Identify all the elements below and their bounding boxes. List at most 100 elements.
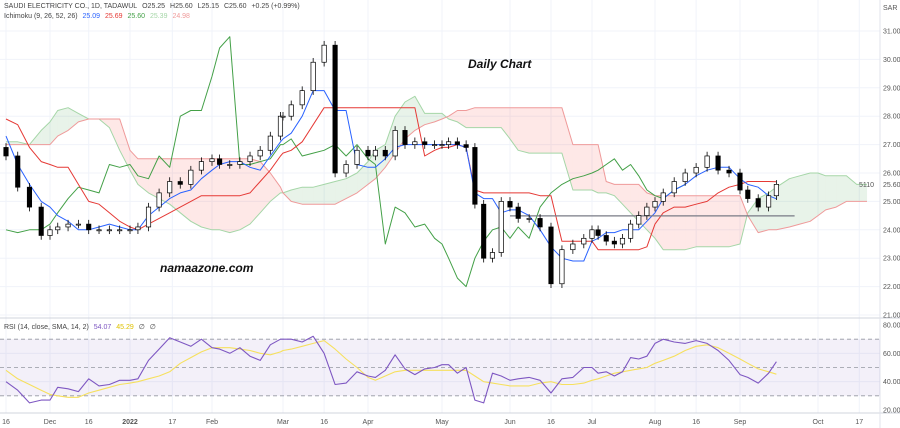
ohlc-open: O25.25 [142, 3, 166, 10]
span-b-value: 24.98 [172, 13, 190, 20]
price-tick-label: 26.00 [883, 171, 900, 178]
cloud-segment-bullish [825, 175, 837, 210]
price-tick-label: 23.00 [883, 256, 900, 263]
cloud-segment-bullish [357, 161, 368, 193]
cloud-segment-bearish [729, 195, 740, 247]
candle-up [628, 223, 634, 239]
candle-up [209, 158, 215, 162]
candle-down [755, 198, 761, 208]
cloud-segment-bearish [630, 184, 639, 222]
price-tick-label: 31.00 [883, 29, 900, 36]
cloud-segment-bearish [614, 184, 623, 205]
candle-up [619, 237, 626, 245]
candle-down [515, 206, 521, 219]
candle-up [321, 44, 327, 63]
cloud-segment-bearish [159, 158, 170, 205]
cloud-segment-bearish [483, 107, 493, 128]
cloud-segment-bullish [313, 184, 325, 205]
candle-up [704, 155, 710, 168]
last-price-label: 25.60 [883, 182, 900, 189]
candle-down [382, 149, 388, 157]
rsi-legend[interactable]: RSI (14, close, SMA, 14, 2) 54.07 45.29 … [4, 323, 159, 331]
candle-down [537, 218, 543, 228]
candle-up [127, 229, 133, 232]
cloud-segment-bearish [572, 144, 584, 191]
cloud-segment-bearish [137, 158, 149, 193]
candle-up [167, 181, 173, 194]
candle-down [507, 201, 513, 208]
symbol-legend: SAUDI ELECTRICITY CO., 1D, TADAWUL O25.2… [4, 3, 303, 10]
cloud-segment-bearish [740, 195, 748, 244]
candle-up [489, 252, 496, 259]
cloud-segment-bullish [836, 175, 847, 208]
countdown-label: 5110 [859, 182, 874, 189]
rsi-ma-line [5, 340, 777, 398]
rsi-label: RSI (14, close, SMA, 14, 2) [4, 324, 89, 331]
candle-down [3, 147, 9, 157]
price-tick-label: 24.00 [883, 227, 900, 234]
candle-up [644, 206, 650, 216]
candle-up [227, 164, 233, 166]
time-tick-label: 17 [855, 419, 863, 426]
cloud-segment-bearish [190, 158, 202, 227]
symbol-line: SAUDI ELECTRICITY CO., 1D, TADAWUL [4, 3, 138, 10]
price-tick-label: 27.00 [883, 142, 900, 149]
kijun-sen-line [5, 107, 777, 251]
time-tick-label: 16 [85, 419, 93, 426]
candle-up [343, 164, 349, 174]
candle-up [559, 249, 565, 285]
last-price-label-bg [881, 179, 900, 190]
candle-up [589, 229, 595, 239]
time-tick-label: 17 [168, 419, 176, 426]
candle-up [188, 169, 194, 185]
time-tick-label: Mar [277, 419, 290, 426]
ichimoku-label: Ichimoku (9, 26, 52, 26) [4, 13, 78, 20]
time-tick-label: Jul [588, 419, 597, 426]
chikou-value: 25.60 [127, 13, 145, 20]
cloud-segment-bullish [57, 107, 69, 137]
candle-down [745, 189, 751, 199]
candle-down [548, 226, 554, 285]
time-tick-label: Dec [44, 419, 57, 426]
ichimoku-legend[interactable]: Ichimoku (9, 26, 52, 26) 25.09 25.69 25.… [4, 13, 193, 20]
cloud-segment-bearish [718, 195, 730, 247]
candle-down [15, 155, 21, 188]
candle-down [472, 147, 478, 205]
cloud-segment-bearish [598, 144, 607, 193]
candle-up [570, 243, 576, 251]
candle-up [581, 237, 587, 245]
cloud-segment-bearish [663, 195, 675, 250]
cloud-segment-bullish [856, 184, 868, 202]
candle-up [280, 115, 286, 118]
cloud-segment-bearish [696, 195, 708, 247]
cloud-segment-bearish [561, 107, 573, 191]
candle-down [611, 240, 617, 245]
candle-up [652, 201, 658, 208]
candles [3, 40, 779, 289]
candle-up [267, 135, 273, 151]
time-tick-label: Aug [649, 419, 662, 426]
price-tick-label: 21.00 [883, 313, 900, 320]
cloud-segment-bearish [466, 107, 475, 128]
ohlc-low: L25.15 [197, 3, 219, 10]
candle-down [463, 144, 469, 148]
cloud-segment-bearish [551, 107, 562, 154]
cloud-segment-bearish [492, 107, 502, 128]
candle-up [354, 149, 360, 165]
candle-up [47, 229, 53, 236]
rsi-ma-value: 45.29 [116, 324, 134, 331]
candle-up [693, 166, 699, 174]
candle-up [636, 215, 642, 225]
candle-up [55, 226, 61, 231]
candle-up [526, 218, 532, 220]
candle-up [288, 104, 294, 117]
cloud-segment-bearish [212, 158, 220, 230]
candle-down [481, 203, 487, 259]
cloud-segment-bullish [283, 190, 292, 202]
cloud-segment-bullish [810, 173, 818, 222]
candle-down [454, 141, 460, 145]
rsi-tick-label: 60.00 [883, 351, 900, 358]
cloud-segment-bearish [260, 161, 271, 213]
